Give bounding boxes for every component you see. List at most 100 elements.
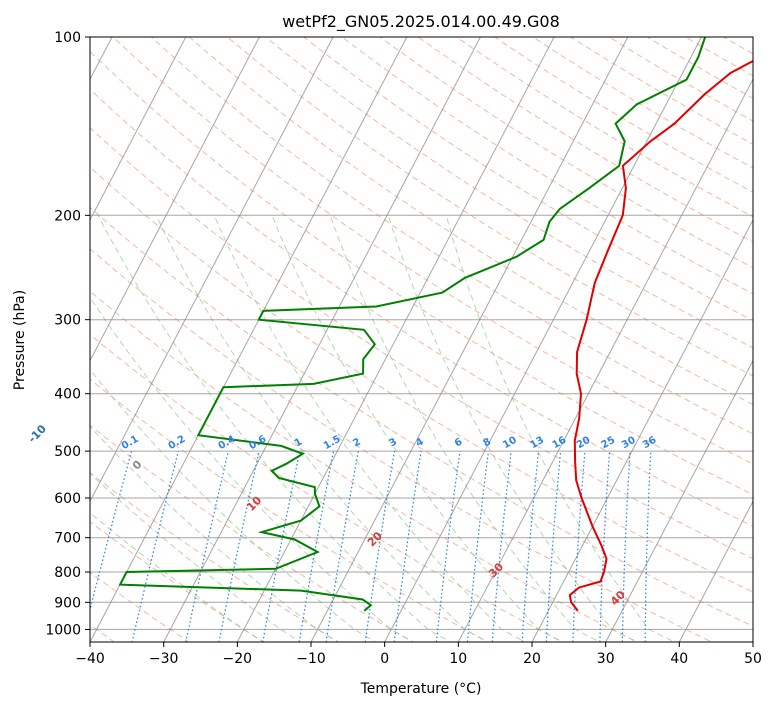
mixing-ratio-line [644,451,652,642]
moist-adiabat [445,215,676,642]
isotherm [457,78,753,642]
isotherm [752,640,753,642]
mixing-ratio-line [621,451,631,642]
x-axis: −40 −30 −20 −10 0 10 20 30 40 50 [75,642,762,667]
dry-adiabat [90,51,753,496]
x-tick-label: 0 [380,651,389,667]
background-lines [90,37,753,642]
dry-adiabat [226,37,753,377]
dry-adiabat [90,521,265,642]
dry-adiabat [379,37,753,269]
y-tick-label: 100 [54,30,81,46]
dry-adiabat [150,37,753,435]
mixing-ratio-line [393,451,422,642]
moist-adiabat [387,215,639,642]
mixing-ratio-label: 3 [387,436,399,449]
dry-adiabat [90,571,190,642]
y-tick-label: 400 [54,387,81,403]
isotherm [163,37,481,642]
mixing-ratio-line [325,450,359,642]
dry-adiabat [569,37,753,145]
series-dewpoint-line [118,37,707,612]
dry-adiabat [417,37,753,243]
x-tick-label: −30 [149,651,179,667]
y-tick-label: 300 [54,313,81,329]
dry-adiabat-label: 10 [244,494,264,514]
mixing-ratio-line [466,451,490,642]
isotherm [531,218,753,642]
dry-adiabat [493,37,753,193]
mixing-ratio-label: 1.5 [322,434,343,452]
mixing-ratio-label: 20 [575,435,593,452]
mixing-ratio-line [90,450,133,612]
mixing-ratio-label: 0.6 [247,434,268,452]
mixing-ratio-label: 0.4 [217,434,238,452]
sounding-series [118,37,753,612]
moist-adiabat [155,215,489,642]
chart-title: wetPf2_GN05.2025.014.00.49.G08 [282,12,560,32]
mixing-ratio-line [185,450,229,642]
dry-adiabat [90,248,713,642]
isotherm [90,37,187,222]
isotherm [90,37,260,362]
mixing-ratio-line [521,451,540,642]
x-axis-label: Temperature (°C) [360,681,482,697]
mixing-ratio-line [262,450,301,642]
dry-adiabat [90,290,639,642]
y-tick-label: 900 [54,595,81,611]
mixing-ratio-line [364,451,396,642]
isotherm [605,359,753,642]
plot-frame [89,36,754,643]
dry-adiabat [112,37,753,465]
dry-adiabat [90,333,564,642]
mixing-ratio-label: 2 [351,436,363,449]
isotherm [384,37,702,642]
mixing-ratio-line [491,451,512,642]
x-tick-label: 20 [523,651,541,667]
mixing-ratio-label: 10 [501,435,519,452]
moist-adiabat [90,472,302,642]
moist-adiabat [97,215,452,642]
dry-adiabat [341,37,753,295]
dry-adiabat [90,424,414,642]
x-tick-label: −40 [75,651,105,667]
mixing-ratio-label: 6 [453,436,465,449]
dry-adiabat [90,472,340,642]
y-tick-label: 500 [54,444,81,460]
mixing-ratio-label: 8 [481,436,493,449]
dry-adiabat-label: 20 [365,529,385,549]
dry-adiabat [264,37,753,349]
x-tick-label: 50 [744,651,762,667]
dry-adiabat [188,37,753,406]
dry-adiabat [90,88,753,527]
y-axis-label: Pressure (hPa) [12,290,28,390]
x-tick-label: 40 [670,651,688,667]
y-tick-label: 600 [54,491,81,507]
dry-adiabat [90,206,753,627]
mixing-ratio-line [435,451,461,642]
mixing-ratio-label: 0.1 [120,434,141,452]
y-tick-label: 200 [54,208,81,224]
moist-adiabat [329,215,601,642]
line-labels: 0.10.20.40.611.52346810131620253036-100-… [26,422,659,608]
dry-adiabat-label: -10 [26,422,49,445]
mixing-ratio-label: 36 [641,435,659,452]
mixing-ratio-line [599,451,611,642]
y-axis: 1000 900 800 700 600 500 400 300 200 100 [45,30,90,638]
mixing-ratio-line [218,450,260,642]
x-tick-label: 30 [597,651,615,667]
isotherm [310,37,629,642]
isotherm [236,37,555,642]
dry-adiabat [302,37,753,322]
y-tick-label: 700 [54,531,81,547]
x-tick-label: 10 [449,651,467,667]
dry-adiabat [90,166,753,593]
moist-adiabat [90,425,340,642]
mixing-ratio-label: 4 [414,436,426,449]
mixing-ratio-line [545,451,562,642]
series-temperature-line [568,59,753,612]
moist-adiabat [213,215,527,642]
y-tick-label: 800 [54,565,81,581]
mixing-ratio-line [298,450,335,642]
